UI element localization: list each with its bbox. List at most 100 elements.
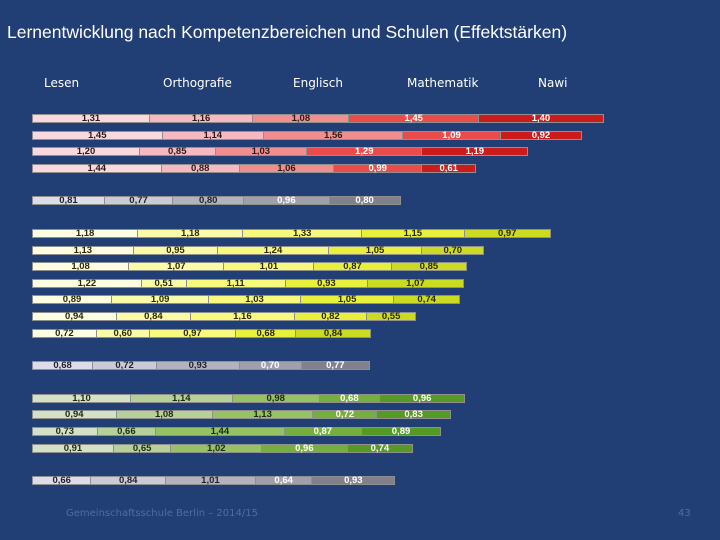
bar-segment-nawi: 0,84: [295, 328, 371, 338]
bar-segment-lesen: 0,89: [32, 295, 113, 305]
bar-segment-lesen: 1,22: [32, 279, 142, 288]
bar-segment-lesen: 0,66: [32, 476, 92, 485]
bar-segment-orthografie: 0,65: [112, 443, 172, 453]
bar-row: 1,08 1,07 1,01 0,87 0,85: [32, 262, 468, 271]
legend-nawi: Nawi: [538, 76, 568, 90]
bar-segment-englisch: 0,97: [148, 328, 237, 338]
bar-segment-mathematik: 0,70: [238, 361, 302, 370]
bar-segment-mathematik: 1,09: [402, 130, 501, 140]
bar-segment-englisch: 1,03: [208, 295, 301, 305]
bar-segment-mathematik: 1,45: [348, 114, 479, 123]
bar-segment-nawi: 0,93: [311, 476, 396, 485]
bar-segment-mathematik: 0,72: [312, 410, 378, 420]
bar-segment-lesen: 1,13: [32, 245, 134, 255]
bar-segment-englisch: 0,98: [231, 394, 320, 403]
bar-segment-englisch: 1,24: [217, 245, 329, 255]
bar-segment-nawi: 0,97: [463, 229, 551, 238]
bar-segment-nawi: 0,74: [393, 295, 460, 305]
bar-segment-lesen: 1,18: [32, 229, 139, 238]
legend-mathematik: Mathematik: [407, 76, 479, 90]
bar-segment-nawi: 0,74: [346, 443, 414, 453]
bar-segment-englisch: 1,16: [190, 312, 295, 321]
bar-segment-nawi: 0,92: [499, 130, 583, 140]
bar-segment-englisch: 1,03: [214, 147, 308, 156]
bar-row: 1,20 0,85 1,03 1,29 1,19: [32, 147, 529, 156]
bar-segment-englisch: 1,13: [211, 410, 314, 420]
bar-segment-nawi: 0,77: [300, 361, 370, 370]
bar-segment-mathematik: 0,64: [254, 476, 313, 485]
bar-segment-orthografie: 0,51: [140, 279, 187, 288]
bar-segment-mathematik: 0,99: [333, 164, 423, 173]
bar-row: 1,18 1,18 1,33 1,15 0,97: [32, 229, 551, 238]
legend-orthografie: Orthografie: [163, 76, 232, 90]
bar-segment-nawi: 0,83: [376, 410, 451, 420]
bar-segment-orthografie: 0,84: [90, 476, 166, 485]
bar-segment-mathematik: 0,96: [261, 443, 348, 453]
bar-segment-mathematik: 0,68: [235, 328, 297, 338]
bar-segment-englisch: 1,06: [238, 164, 335, 173]
bar-segment-nawi: 0,89: [360, 427, 442, 436]
bar-segment-englisch: 0,80: [172, 196, 245, 206]
bar-segment-orthografie: 0,95: [132, 245, 219, 255]
bar-segment-englisch: 1,02: [170, 443, 263, 453]
bar-segment-lesen: 1,44: [32, 164, 162, 173]
bar-segment-orthografie: 0,85: [139, 147, 216, 156]
bar-row: 0,94 0,84 1,16 0,82 0,55: [32, 312, 416, 321]
bar-segment-englisch: 1,56: [263, 130, 404, 140]
bar-segment-mathematik: 0,87: [313, 262, 392, 271]
bar-segment-lesen: 1,20: [32, 147, 140, 156]
bar-segment-nawi: 0,96: [378, 394, 466, 403]
bar-row: 1,31 1,16 1,08 1,45 1,40: [32, 114, 604, 123]
bar-segment-orthografie: 1,18: [137, 229, 244, 238]
bar-segment-orthografie: 0,60: [95, 328, 150, 338]
bar-row: 1,45 1,14 1,56 1,09 0,92: [32, 130, 583, 140]
bar-segment-orthografie: 0,88: [160, 164, 240, 173]
bar-row: 1,44 0,88 1,06 0,99 0,61: [32, 164, 477, 173]
bar-segment-mathematik: 0,68: [318, 394, 380, 403]
bar-segment-englisch: 0,93: [155, 361, 240, 370]
bar-segment-englisch: 1,33: [242, 229, 363, 238]
bar-segment-orthografie: 1,16: [148, 114, 254, 123]
legend-englisch: Englisch: [293, 76, 343, 90]
bar-segment-englisch: 1,11: [185, 279, 286, 288]
bar-segment-nawi: 1,07: [367, 279, 464, 288]
bar-segment-orthografie: 1,08: [115, 410, 213, 420]
bar-segment-englisch: 1,08: [252, 114, 350, 123]
bar-segment-orthografie: 0,84: [115, 312, 192, 321]
bar-segment-mathematik: 1,29: [306, 147, 423, 156]
bar-segment-mathematik: 1,15: [361, 229, 465, 238]
bar-segment-nawi: 0,70: [421, 245, 485, 255]
bar-segment-englisch: 1,01: [164, 476, 256, 485]
bar-row: 0,73 0,66 1,44 0,87 0,89: [32, 427, 442, 436]
bar-segment-englisch: 1,01: [223, 262, 315, 271]
bar-row: 0,72 0,60 0,97 0,68 0,84: [32, 328, 371, 338]
footer-source: Gemeinschaftsschule Berlin – 2014/15: [66, 508, 258, 519]
bar-segment-mathematik: 1,05: [299, 295, 395, 305]
bar-segment-nawi: 0,80: [328, 196, 401, 206]
bar-segment-orthografie: 1,07: [128, 262, 225, 271]
bar-segment-nawi: 0,61: [421, 164, 477, 173]
bar-row: 0,68 0,72 0,93 0,70 0,77: [32, 361, 370, 370]
bar-segment-lesen: 0,73: [32, 427, 98, 436]
bar-segment-mathematik: 0,82: [293, 312, 368, 321]
bar-segment-nawi: 1,40: [477, 114, 604, 123]
bar-row: 0,66 0,84 1,01 0,64 0,93: [32, 476, 396, 485]
bar-row: 1,10 1,14 0,98 0,68 0,96: [32, 394, 466, 403]
bar-segment-lesen: 1,10: [32, 394, 131, 403]
bar-segment-lesen: 0,68: [32, 361, 94, 370]
bar-segment-mathematik: 0,96: [243, 196, 330, 206]
page-number: 43: [678, 508, 691, 519]
bar-segment-lesen: 0,94: [32, 410, 117, 420]
bar-row: 1,22 0,51 1,11 0,93 1,07: [32, 279, 464, 288]
bar-row: 1,13 0,95 1,24 1,05 0,70: [32, 245, 485, 255]
bar-row: 0,89 1,09 1,03 1,05 0,74: [32, 295, 460, 305]
bar-segment-orthografie: 1,14: [130, 394, 233, 403]
bar-segment-orthografie: 0,66: [96, 427, 157, 436]
bar-segment-mathematik: 1,05: [327, 245, 423, 255]
bar-segment-lesen: 0,72: [32, 328, 97, 338]
bar-segment-lesen: 1,45: [32, 130, 163, 140]
bar-segment-lesen: 0,94: [32, 312, 117, 321]
bar-segment-nawi: 0,55: [366, 312, 416, 321]
bar-segment-lesen: 1,31: [32, 114, 150, 123]
bar-segment-orthografie: 1,09: [111, 295, 210, 305]
